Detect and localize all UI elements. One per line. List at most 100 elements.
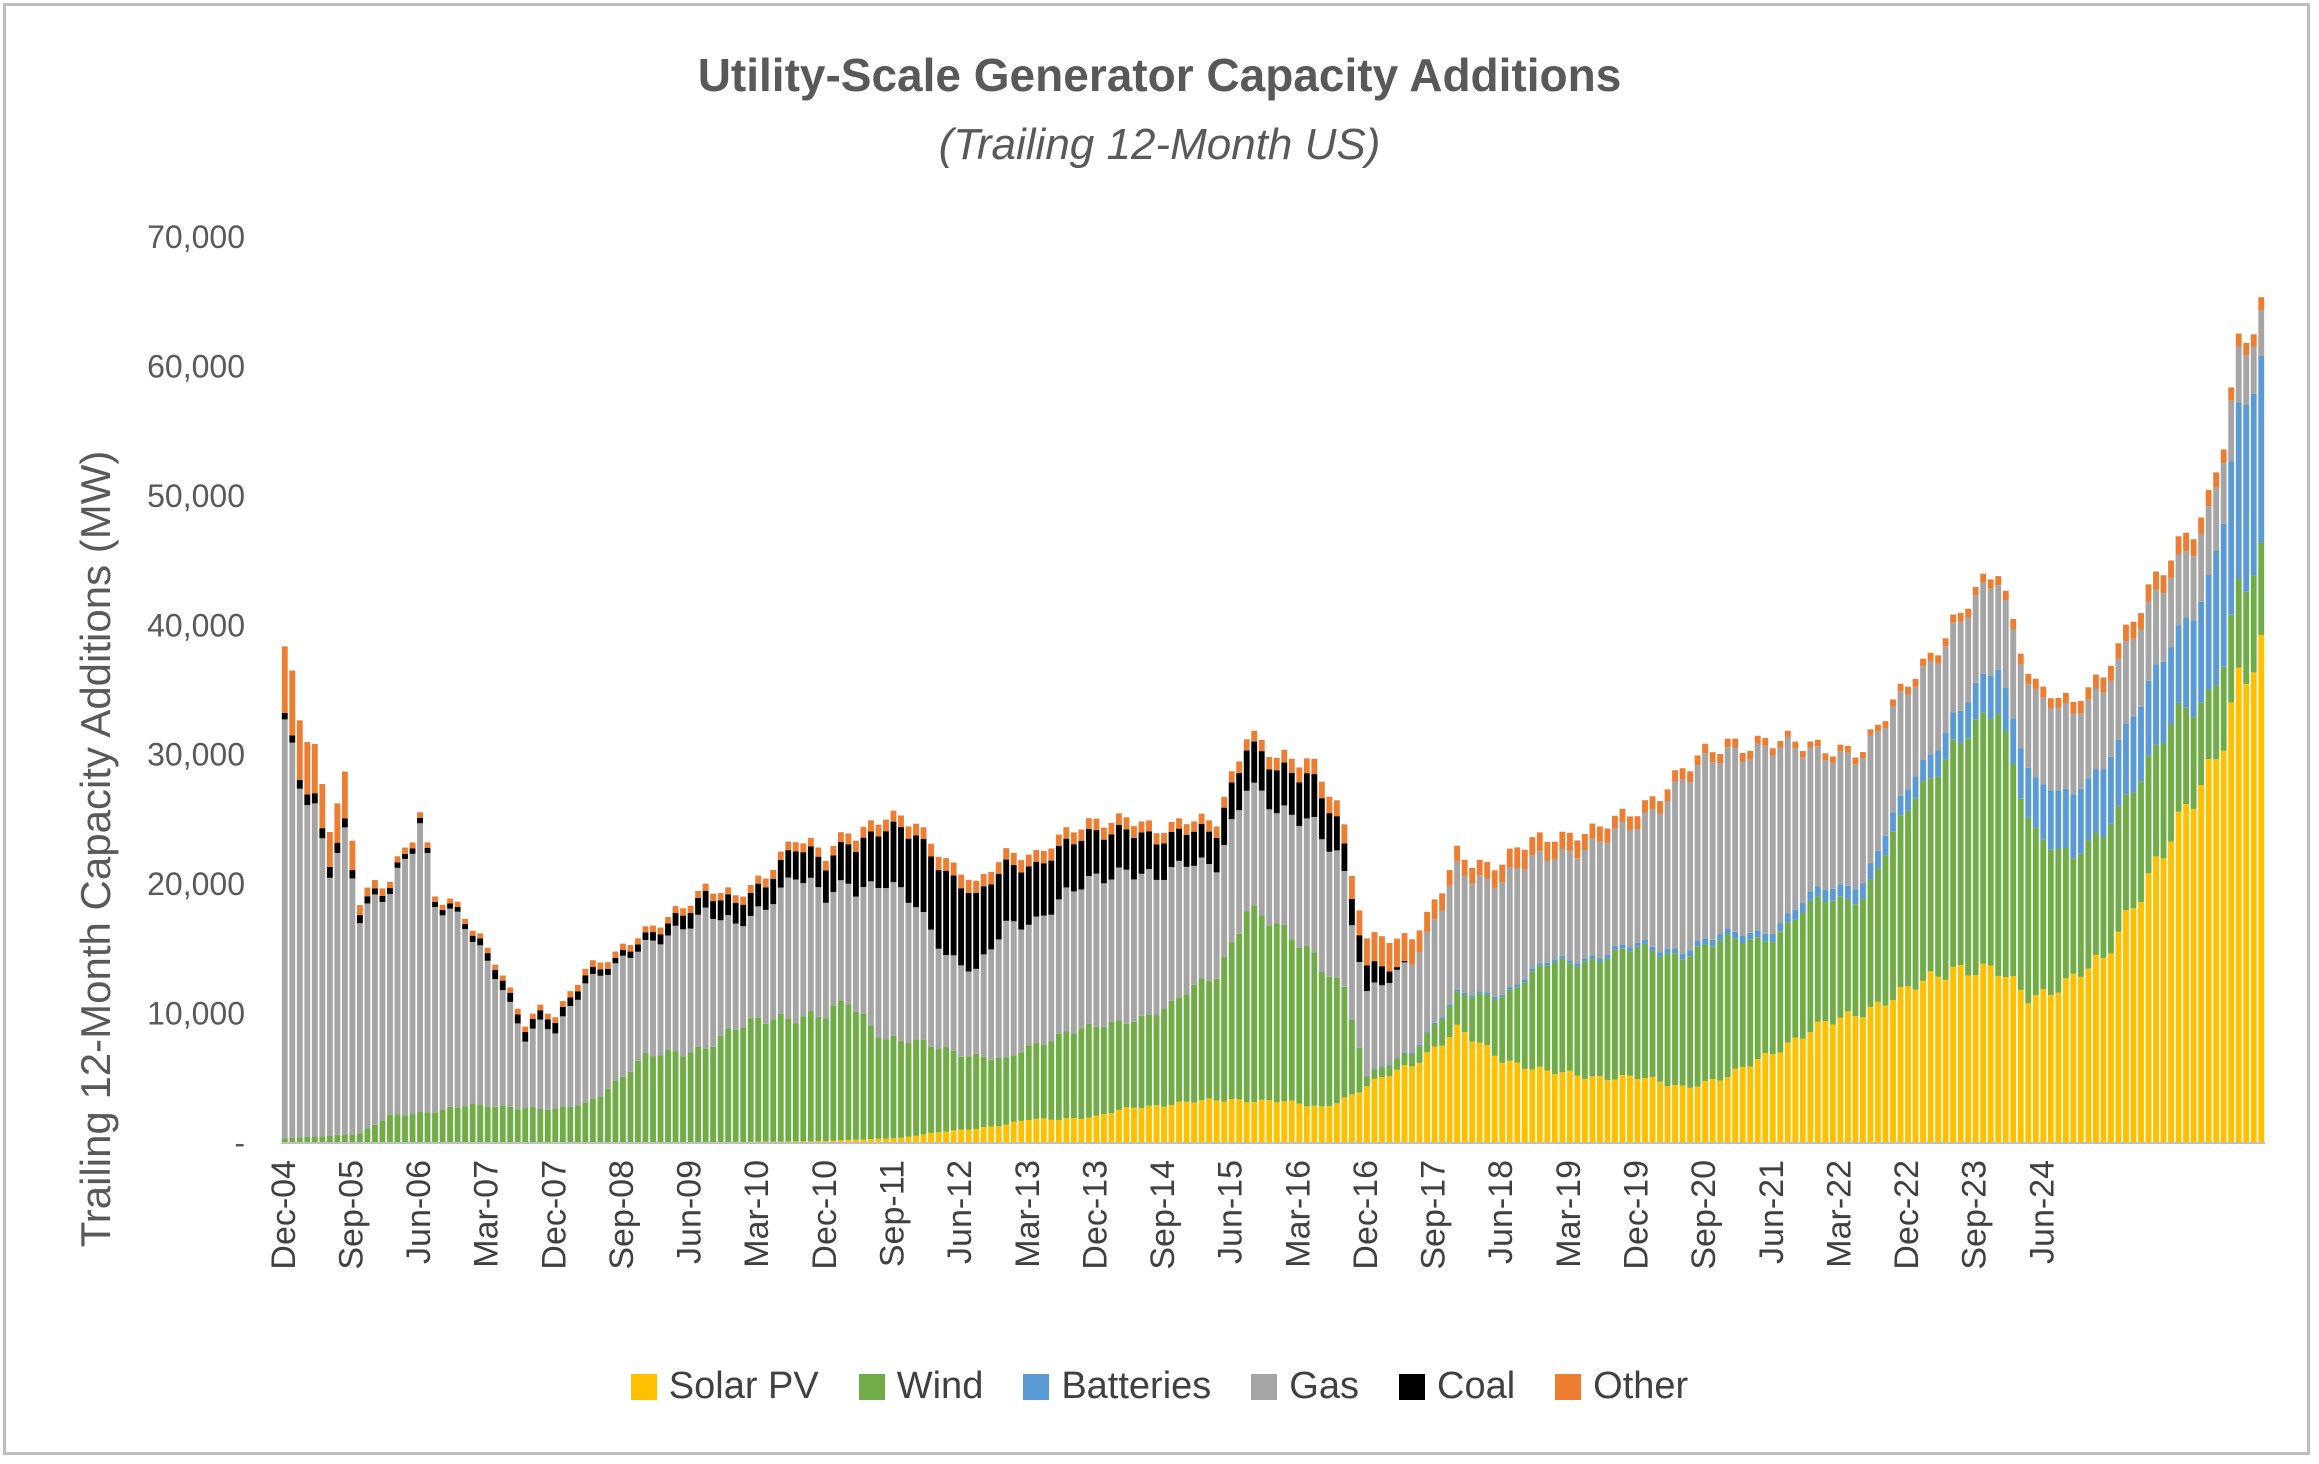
bar-segment-batteries	[2145, 680, 2152, 756]
bar-segment-gas	[2115, 658, 2122, 741]
bar-segment-solar-pv	[1311, 1105, 1318, 1143]
bar-segment-wind	[1747, 939, 1754, 1067]
bar-segment-wind	[372, 1124, 378, 1143]
bar-segment-other	[2002, 590, 2009, 601]
bar-segment-wind	[1386, 1065, 1393, 1077]
bar-segment-wind	[1912, 798, 1919, 990]
bar-segment-batteries	[1476, 991, 1483, 994]
bar-segment-solar-pv	[973, 1128, 980, 1143]
bar-segment-other	[462, 918, 469, 925]
x-tick-label: Dec-07	[535, 1160, 573, 1270]
bar-segment-solar-pv	[1987, 965, 1994, 1143]
bar-segment-wind	[379, 1120, 386, 1143]
bar-segment-wind	[1890, 831, 1896, 1001]
bar-segment-wind	[2153, 744, 2159, 857]
bar-segment-other	[1724, 738, 1731, 748]
bar-segment-batteries	[2002, 688, 2009, 732]
bar-segment-gas	[830, 892, 837, 1006]
bar-segment-other	[1717, 753, 1724, 764]
bar-segment-gas	[980, 954, 987, 1057]
bar-segment-coal	[514, 1014, 521, 1024]
bar-segment-wind	[1018, 1052, 1025, 1121]
bar-segment-solar-pv	[1875, 1001, 1881, 1143]
bar-segment-other	[2032, 678, 2039, 689]
bar-segment-gas	[1972, 595, 1979, 683]
bar-segment-other	[1476, 859, 1483, 876]
bar-segment-other	[326, 831, 333, 867]
bar-segment-wind	[334, 1134, 341, 1143]
bar-segment-solar-pv	[980, 1127, 987, 1143]
bar-segment-gas	[1273, 813, 1280, 924]
bar-segment-wind	[1281, 924, 1288, 1102]
bar-segment-other	[311, 743, 318, 794]
bar-segment-other	[1905, 686, 1911, 695]
bar-segment-gas	[589, 973, 596, 1099]
bar-segment-wind	[807, 1011, 814, 1142]
bar-segment-solar-pv	[1424, 1052, 1430, 1143]
bar-segment-solar-pv	[1176, 1101, 1182, 1143]
bar-segment-solar-pv	[1912, 989, 1919, 1143]
bar-segment-batteries	[1769, 933, 1776, 943]
bar-segment-coal	[537, 1010, 544, 1020]
bar-segment-batteries	[1875, 850, 1881, 869]
bar-segment-wind	[1995, 714, 2002, 976]
bar-segment-wind	[1649, 951, 1656, 1077]
bar-segment-batteries	[2198, 601, 2205, 703]
bar-segment-other	[1461, 859, 1468, 876]
bar-segment-other	[868, 820, 874, 832]
bar-segment-batteries	[1987, 675, 1994, 719]
bar-segment-gas	[1176, 860, 1182, 998]
bar-segment-gas	[1514, 868, 1521, 985]
bar-segment-other	[296, 720, 303, 780]
bar-segment-coal	[492, 969, 499, 980]
bar-segment-coal	[1401, 961, 1408, 963]
bar-segment-batteries	[2220, 523, 2227, 667]
bar-segment-wind	[1657, 956, 1663, 1082]
bar-segment-wind	[770, 1019, 777, 1142]
bar-segment-gas	[875, 888, 882, 1038]
bar-segment-batteries	[1649, 946, 1656, 952]
bar-segment-other	[402, 847, 408, 854]
bar-segment-coal	[928, 856, 934, 930]
bar-segment-solar-pv	[1732, 1068, 1739, 1143]
bar-segment-coal	[1341, 843, 1348, 871]
bar-segment-gas	[1604, 842, 1611, 956]
bar-segment-batteries	[1566, 960, 1573, 964]
bar-segment-gas	[1356, 962, 1363, 1048]
bar-segment-solar-pv	[1642, 1078, 1648, 1143]
bar-segment-wind	[995, 1057, 1002, 1127]
bar-segment-other	[1634, 816, 1641, 829]
bar-segment-other	[1183, 824, 1190, 835]
bar-segment-solar-pv	[1717, 1080, 1724, 1143]
bar-segment-coal	[852, 851, 859, 897]
x-tick-label: Dec-22	[1888, 1160, 1926, 1270]
bar-segment-coal	[740, 904, 747, 927]
bar-segment-other	[1995, 576, 2002, 586]
bar-segment-coal	[1183, 834, 1190, 867]
bar-segment-gas	[913, 907, 919, 1040]
bar-segment-gas	[469, 941, 476, 1104]
bar-segment-other	[1581, 833, 1588, 850]
bar-segment-batteries	[1401, 1052, 1408, 1054]
bar-segment-gas	[417, 823, 423, 1112]
bar-segment-gas	[1777, 747, 1784, 924]
bar-segment-wind	[492, 1106, 499, 1143]
bar-segment-solar-pv	[1950, 966, 1957, 1143]
bar-segment-coal	[319, 828, 326, 839]
bar-segment-gas	[1296, 825, 1303, 948]
bar-segment-solar-pv	[1348, 1094, 1355, 1143]
bar-segment-other	[732, 895, 739, 903]
bar-segment-gas	[1694, 765, 1701, 941]
bar-segment-solar-pv	[1687, 1087, 1694, 1143]
bar-segment-gas	[1829, 762, 1836, 889]
bar-segment-other	[1732, 738, 1739, 748]
bar-segment-gas	[1837, 751, 1844, 885]
bar-segment-solar-pv	[1273, 1102, 1280, 1143]
bar-segment-wind	[890, 1035, 897, 1139]
bar-segment-solar-pv	[1792, 1037, 1799, 1143]
bar-segment-wind	[1724, 934, 1731, 1078]
bar-segment-other	[341, 771, 348, 819]
bar-segment-coal	[1318, 798, 1325, 840]
bar-segment-coal	[454, 906, 461, 912]
bar-segment-solar-pv	[1634, 1078, 1641, 1143]
